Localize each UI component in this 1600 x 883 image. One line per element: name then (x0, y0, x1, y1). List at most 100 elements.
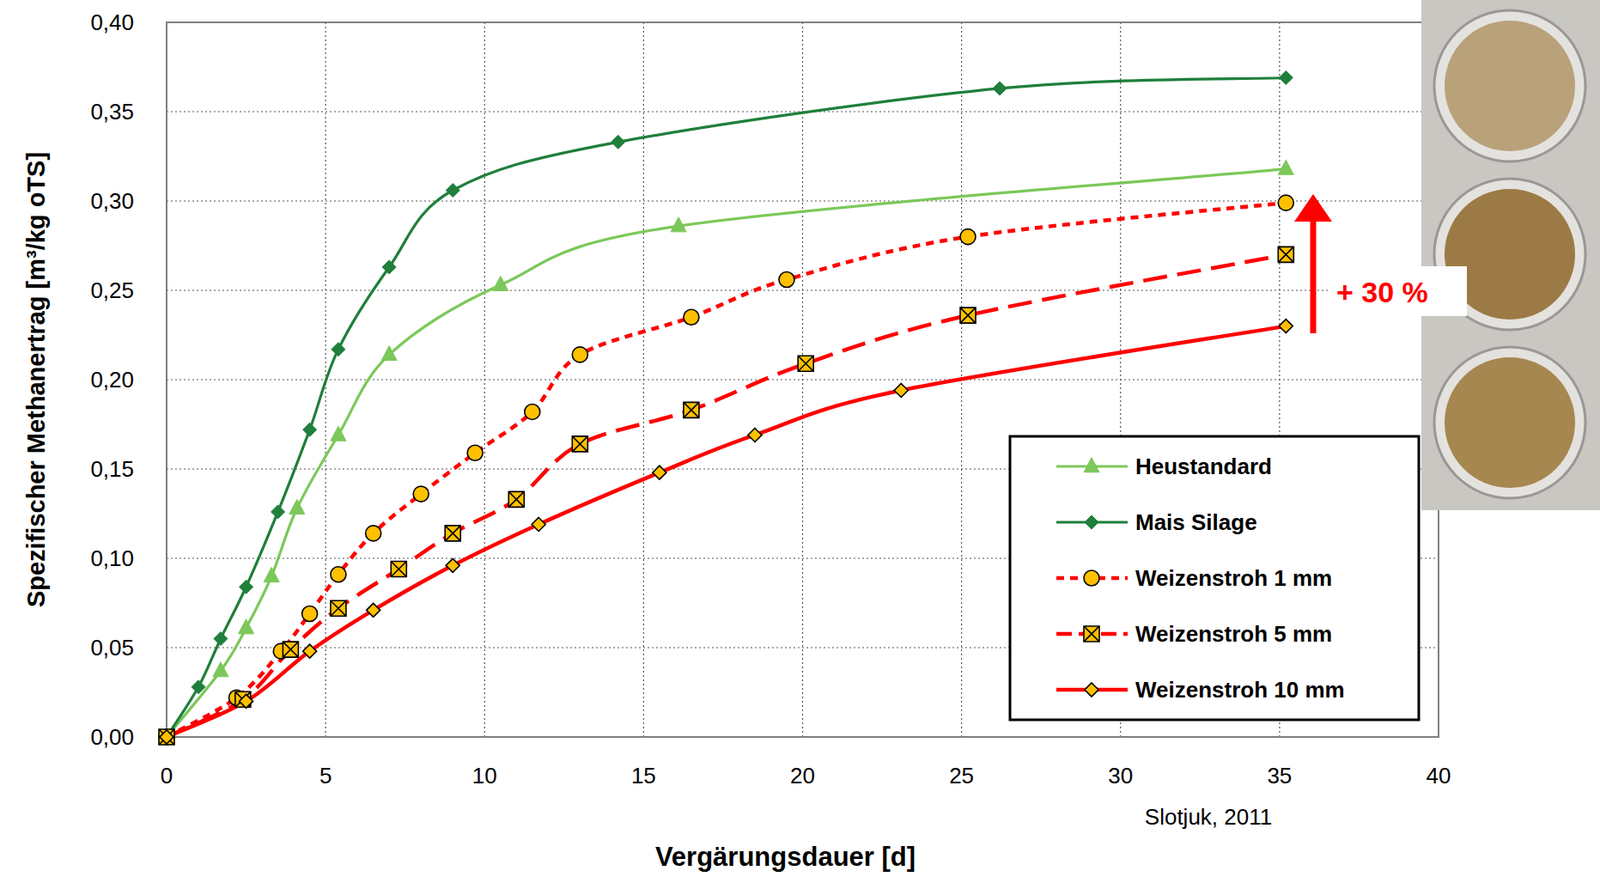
marker (271, 504, 286, 519)
marker (1277, 246, 1294, 262)
dish-content (1444, 357, 1576, 488)
marker (158, 729, 175, 745)
annotation-bg (1329, 266, 1467, 317)
legend-label: Weizenstroh 10 mm (1135, 676, 1345, 703)
marker (330, 600, 347, 616)
marker (1278, 319, 1293, 334)
marker (282, 641, 299, 658)
marker (239, 693, 254, 708)
marker (748, 427, 762, 442)
marker (445, 558, 460, 572)
marker (467, 444, 483, 461)
marker (365, 525, 382, 542)
marker (331, 342, 346, 357)
legend: Heustandard Mais Silage Weizenstroh 1 mm We… (1009, 436, 1419, 720)
marker (191, 680, 206, 694)
marker (894, 383, 908, 397)
plot-frame (166, 22, 1439, 737)
dish (1434, 10, 1586, 162)
photo-bg (1421, 0, 1600, 511)
marker (390, 560, 407, 577)
marker (159, 730, 174, 744)
marker (652, 465, 667, 480)
y-tick-label: 0,20 (90, 366, 134, 393)
legend-label: Heustandard (1135, 453, 1272, 480)
grid-line (166, 200, 1439, 201)
marker (212, 662, 229, 677)
grid-line (166, 378, 1439, 380)
marker (797, 355, 814, 372)
x-tick-label: 0 (160, 762, 173, 789)
marker (303, 644, 317, 658)
legend-label: Weizenstroh 1 mm (1135, 565, 1333, 591)
x-tick-label: 10 (472, 762, 498, 789)
marker (444, 525, 461, 542)
y-tick-label: 0,30 (90, 188, 134, 214)
marker (508, 491, 524, 507)
annotation: + 30 % (1294, 194, 1467, 334)
dish-content (1444, 20, 1576, 152)
marker (445, 183, 460, 198)
marker (683, 401, 700, 418)
marker (239, 579, 254, 594)
photo (1421, 0, 1600, 511)
marker (571, 346, 588, 363)
marker (492, 275, 509, 291)
annotation-text: + 30 % (1336, 275, 1429, 309)
marker (330, 425, 347, 441)
marker (683, 309, 700, 325)
marker (382, 260, 396, 274)
marker (992, 81, 1007, 96)
marker (1277, 159, 1294, 175)
legend-marker (1084, 682, 1099, 697)
x-tick-label: 20 (790, 762, 816, 789)
x-tick-label: 40 (1426, 762, 1452, 789)
marker (158, 729, 175, 745)
marker (302, 605, 318, 621)
arrow-shaft (1310, 216, 1317, 334)
marker (159, 730, 174, 744)
marker (778, 272, 795, 288)
x-tick-label: 35 (1266, 762, 1292, 789)
marker (1277, 194, 1294, 211)
marker (213, 632, 228, 646)
legend-label: Weizenstroh 5 mm (1135, 620, 1333, 647)
marker (960, 229, 976, 245)
x-tick-label: 30 (1107, 762, 1133, 789)
y-tick-label: 0,35 (90, 98, 134, 125)
marker (289, 498, 305, 514)
grid (166, 22, 1439, 737)
x-tick-label: 15 (631, 762, 657, 789)
chart: 0 5 10 15 20 25 30 35 40 0,00 0,05 0,10 0,15 0,20 0,25… (0, 0, 1600, 883)
marker (524, 403, 541, 420)
legend-box (1009, 436, 1419, 720)
y-tick-label: 0,25 (90, 277, 134, 304)
y-tick-label: 0,15 (90, 456, 134, 482)
y-tick-label: 0,40 (90, 9, 134, 36)
legend-marker (1083, 457, 1100, 473)
y-axis-title: Spezifischer Methanertrag [m³/kg oTS] (22, 152, 50, 608)
marker (303, 422, 317, 437)
x-axis-title: Vergärungsdauer [d] (655, 841, 916, 872)
y-tick-label: 0,10 (90, 545, 134, 572)
marker (366, 602, 381, 617)
arrow-head (1294, 194, 1333, 222)
grid-line (166, 289, 1439, 291)
x-tick-label: 5 (319, 762, 332, 789)
marker (381, 346, 397, 361)
marker (263, 566, 280, 582)
marker (238, 619, 255, 634)
legend-marker (1083, 626, 1100, 642)
legend-marker (1083, 570, 1100, 586)
y-tick-label: 0,00 (90, 723, 134, 750)
marker (1278, 70, 1293, 85)
y-tick-label: 0,05 (90, 634, 134, 661)
marker (670, 217, 687, 232)
source: Slotjuk, 2011 (1144, 803, 1272, 830)
marker (611, 134, 626, 149)
dish (1434, 346, 1586, 499)
marker (960, 307, 976, 323)
marker (571, 436, 588, 452)
x-tick-label: 25 (949, 762, 974, 789)
legend-label: Mais Silage (1135, 509, 1258, 536)
